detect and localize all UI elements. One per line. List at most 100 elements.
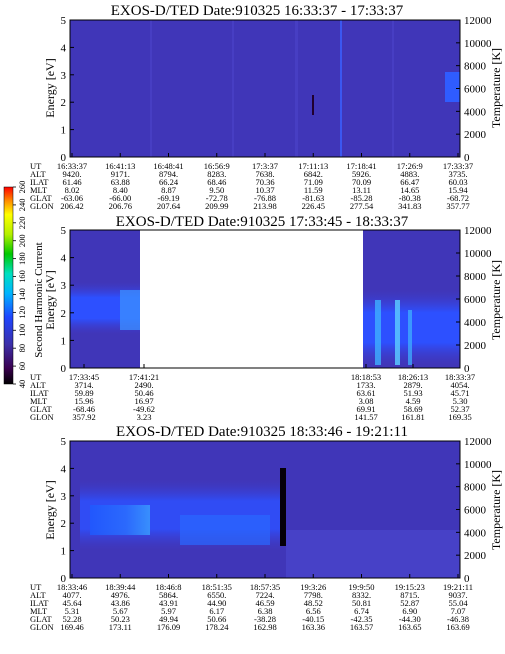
- orbit-value: 7224.: [255, 590, 274, 600]
- orbit-value: 18:51:35: [202, 582, 232, 592]
- orbit-value: 50.23: [111, 614, 130, 624]
- orbit-row-label: ILAT: [30, 177, 49, 187]
- panel-3: EXOS-D/TED Date:910325 18:33:46 - 19:21:…: [30, 424, 503, 632]
- orbit-value: 8.87: [161, 185, 176, 195]
- orbit-value: 5926.: [352, 169, 371, 179]
- panel-3-y-axis-ticks: 0 1 2 3 4 5: [61, 436, 74, 585]
- panel-3-dark-stripe: [280, 468, 286, 546]
- orbit-value: 6842.: [304, 169, 323, 179]
- orbit-value: 70.36: [255, 177, 274, 187]
- orbit-value: -85.28: [351, 193, 373, 203]
- orbit-value: 18:33:37: [445, 372, 475, 382]
- orbit-value: -40.15: [302, 614, 324, 624]
- orbit-value: 19:3:26: [300, 582, 326, 592]
- orbit-value: 61.46: [62, 177, 81, 187]
- orbit-value: 16:33:37: [57, 161, 87, 171]
- y-tick-label: 1: [61, 546, 67, 558]
- orbit-value: 2879.: [403, 380, 422, 390]
- y2-tick-label: 8000: [464, 271, 487, 283]
- y2-tick-label: 0: [464, 363, 470, 375]
- orbit-value: 4077.: [62, 590, 81, 600]
- orbit-value: 16.97: [134, 396, 153, 406]
- orbit-value: 7638.: [255, 169, 274, 179]
- y2-tick-label: 6000: [464, 84, 487, 96]
- orbit-row-label: UT: [30, 161, 42, 171]
- panel-3-right-region: [286, 530, 460, 578]
- panel-2-streak: [395, 300, 400, 365]
- orbit-value: 70.09: [352, 177, 371, 187]
- panel-1-y2-axis-ticks: 0 2000 4000 6000 8000 10000 12000: [456, 15, 492, 164]
- orbit-value: 8.02: [65, 185, 80, 195]
- orbit-value: 207.64: [157, 201, 181, 211]
- orbit-value: 18:46:8: [156, 582, 182, 592]
- panel-3-plot-area: [69, 440, 461, 579]
- orbit-value: 16:56:9: [204, 161, 230, 171]
- orbit-value: 15.94: [448, 185, 468, 195]
- panel-2-y2-axis-label: Temperature [K]: [489, 260, 503, 340]
- y-tick-label: 2: [61, 308, 67, 320]
- orbit-value: 3.08: [359, 396, 374, 406]
- panel-2-streak: [375, 300, 381, 365]
- orbit-value: 45.64: [62, 598, 82, 608]
- orbit-value: 8283.: [207, 169, 226, 179]
- panel-2-plot-area: [69, 229, 461, 369]
- orbit-value: -38.28: [254, 614, 276, 624]
- panel-1-plot-area: [69, 19, 461, 158]
- panel-1-heatmap-background: [70, 20, 460, 157]
- orbit-row-label: GLON: [30, 201, 54, 211]
- panel-2-streak: [408, 310, 412, 365]
- colorbar-tick-label: 240: [17, 199, 27, 212]
- y-tick-label: 5: [61, 15, 67, 27]
- orbit-value: 8715.: [400, 590, 419, 600]
- orbit-row-label: ALT: [30, 169, 47, 179]
- y-tick-label: 0: [61, 363, 67, 375]
- orbit-value: 1733.: [356, 380, 375, 390]
- orbit-row-label: GLAT: [30, 193, 53, 203]
- orbit-value: 226.45: [302, 201, 325, 211]
- panel-1-y-axis-ticks: 0 1 2 3 4 5: [61, 15, 74, 164]
- orbit-row-label: MLT: [30, 185, 48, 195]
- panel-1-noise-streak: [232, 20, 234, 157]
- orbit-value: 17:33:45: [69, 372, 99, 382]
- panel-3-blob: [180, 515, 270, 545]
- y2-tick-label: 4000: [464, 317, 487, 329]
- orbit-value: 18:39:44: [105, 582, 136, 592]
- colorbar-tick-label: 200: [17, 234, 27, 247]
- panel-1-y-axis-label: Energy [eV]: [43, 58, 57, 117]
- panel-2-y-axis-label: Energy [eV]: [43, 270, 57, 329]
- orbit-value: 9037.: [448, 590, 467, 600]
- y2-tick-label: 10000: [464, 38, 492, 50]
- panel-3-y2-axis-ticks: 0 2000 4000 6000 8000 10000 12000: [456, 436, 492, 585]
- y2-tick-label: 4000: [464, 106, 487, 118]
- orbit-value: -46.38: [447, 614, 469, 624]
- orbit-value: 8794.: [159, 169, 178, 179]
- y2-tick-label: 12000: [464, 15, 492, 27]
- orbit-row-label: MLT: [30, 396, 48, 406]
- orbit-value: 49.94: [159, 614, 179, 624]
- y-tick-label: 3: [61, 70, 67, 82]
- orbit-value: -49.62: [133, 404, 155, 414]
- orbit-value: 173.11: [109, 622, 132, 632]
- orbit-value: 5864.: [159, 590, 178, 600]
- y-tick-label: 0: [61, 573, 67, 585]
- orbit-value: 163.65: [398, 622, 421, 632]
- orbit-value: 6.56: [306, 606, 321, 616]
- panel-1-noise-streak: [340, 20, 342, 157]
- y-tick-label: 2: [61, 518, 67, 530]
- colorbar-tick-label: 160: [17, 270, 27, 283]
- orbit-value: 357.92: [72, 412, 95, 422]
- orbit-value: 18:26:13: [398, 372, 428, 382]
- panel-1-y2-axis-label: Temperature [K]: [489, 48, 503, 128]
- orbit-value: 9.50: [209, 185, 224, 195]
- y-tick-label: 4: [61, 253, 67, 265]
- orbit-value: 5.67: [113, 606, 128, 616]
- y2-tick-label: 8000: [464, 61, 487, 73]
- orbit-value: 18:33:46: [57, 582, 87, 592]
- orbit-value: 277.54: [350, 201, 374, 211]
- orbit-value: 52.28: [62, 614, 81, 624]
- orbit-row-label: GLAT: [30, 614, 53, 624]
- panel-1-title: EXOS-D/TED Date:910325 16:33:37 - 17:33:…: [111, 3, 404, 19]
